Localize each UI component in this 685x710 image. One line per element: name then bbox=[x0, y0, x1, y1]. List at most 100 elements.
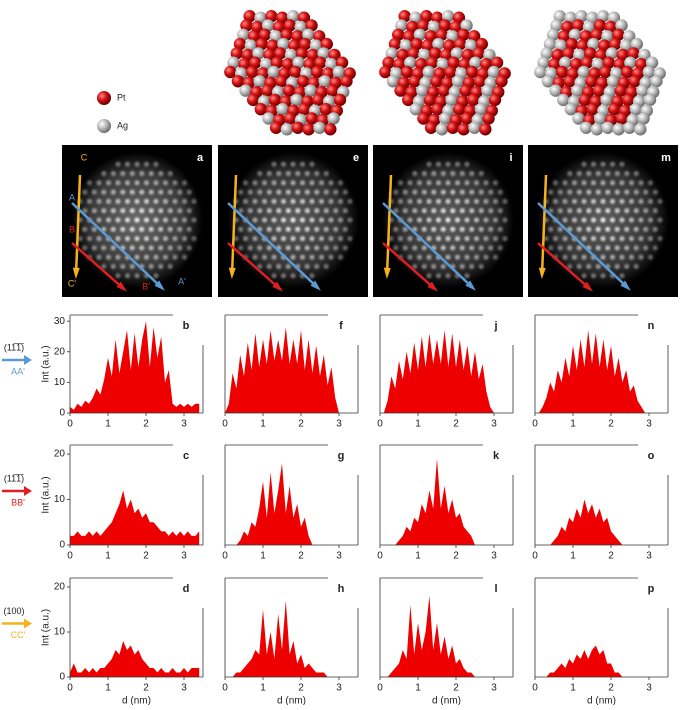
atom bbox=[424, 121, 438, 134]
panel-label: h bbox=[338, 583, 345, 595]
atom-column bbox=[128, 206, 137, 215]
atom-column bbox=[312, 262, 321, 271]
atom-column bbox=[608, 160, 617, 169]
atom bbox=[253, 75, 266, 88]
atom bbox=[306, 48, 319, 62]
atom bbox=[564, 11, 577, 24]
x-tick-label: 0 bbox=[532, 551, 538, 562]
atom-column bbox=[565, 243, 574, 252]
atom bbox=[601, 30, 614, 43]
arrow-label: A bbox=[69, 192, 75, 202]
atom bbox=[328, 48, 341, 62]
atom bbox=[635, 57, 648, 71]
x-tick-label: 3 bbox=[181, 551, 187, 562]
particle-model bbox=[534, 10, 666, 136]
x-tick-label: 1 bbox=[105, 551, 111, 562]
panel-label: c bbox=[183, 450, 189, 462]
atom-column bbox=[561, 197, 569, 206]
atom bbox=[295, 47, 309, 60]
atom bbox=[243, 10, 256, 23]
atom bbox=[596, 10, 610, 23]
atom-column bbox=[622, 225, 631, 234]
x-tick-label: 0 bbox=[377, 551, 383, 562]
atom-column bbox=[501, 216, 509, 224]
atom bbox=[298, 37, 312, 51]
atom-column bbox=[565, 206, 574, 215]
atom bbox=[487, 65, 501, 79]
atom-column bbox=[444, 160, 452, 169]
particle-model bbox=[379, 10, 511, 136]
atom bbox=[227, 56, 240, 69]
atom bbox=[469, 56, 482, 69]
atom bbox=[439, 48, 453, 62]
arrow-head bbox=[72, 267, 80, 279]
atom bbox=[239, 84, 252, 97]
atom bbox=[416, 19, 430, 32]
atom-column bbox=[556, 206, 565, 215]
atom-column bbox=[331, 188, 340, 197]
atom bbox=[268, 93, 282, 107]
atom bbox=[445, 93, 458, 107]
atom bbox=[457, 123, 470, 136]
x-tick-label: 0 bbox=[67, 683, 73, 694]
atom-column bbox=[190, 197, 198, 206]
y-axis-label: Int (a.u.) bbox=[41, 476, 52, 513]
atom-column bbox=[147, 188, 156, 197]
atom bbox=[261, 84, 274, 97]
atom-column bbox=[171, 178, 179, 187]
atom-column bbox=[472, 234, 481, 243]
atom bbox=[627, 47, 640, 60]
atom-column bbox=[180, 253, 189, 262]
atom-column bbox=[637, 178, 645, 187]
atom bbox=[444, 65, 457, 79]
atom-column bbox=[241, 178, 250, 187]
y-tick-label: 20 bbox=[54, 346, 66, 357]
atom-column bbox=[453, 234, 462, 243]
atom-column bbox=[166, 225, 175, 234]
atom bbox=[435, 123, 449, 136]
atom-column bbox=[580, 234, 588, 243]
atom-column bbox=[458, 169, 467, 178]
atom-column bbox=[632, 243, 641, 252]
atom-column bbox=[241, 234, 250, 243]
atom-column bbox=[317, 234, 326, 243]
atom-column bbox=[270, 197, 278, 206]
atom-column bbox=[327, 178, 335, 187]
profile-arrow bbox=[540, 174, 548, 276]
atom-column bbox=[425, 197, 433, 206]
atom-column bbox=[118, 225, 127, 234]
atom-column bbox=[594, 243, 603, 252]
atom bbox=[537, 56, 550, 69]
atom-column bbox=[613, 206, 622, 215]
atom bbox=[571, 84, 584, 97]
arrow-label: A' bbox=[178, 276, 186, 286]
atom-column bbox=[599, 216, 607, 224]
atom bbox=[394, 84, 407, 97]
atom-column bbox=[175, 243, 184, 252]
atom-column bbox=[575, 262, 584, 271]
atom bbox=[335, 56, 349, 69]
atom-column bbox=[608, 197, 617, 206]
path-label: BB' bbox=[11, 497, 25, 507]
atom-column bbox=[651, 243, 660, 252]
atom bbox=[288, 39, 301, 52]
atom-column bbox=[274, 169, 283, 178]
atom-column bbox=[396, 178, 405, 187]
atom-column bbox=[391, 188, 400, 197]
panel-label: b bbox=[183, 320, 190, 332]
atom-column bbox=[251, 253, 259, 262]
atom-column bbox=[444, 234, 452, 243]
atom-column bbox=[270, 160, 278, 169]
atom bbox=[467, 30, 481, 43]
atom-column bbox=[651, 188, 660, 197]
x-tick-label: 1 bbox=[260, 683, 266, 694]
atom-column bbox=[632, 262, 641, 271]
atom-column bbox=[622, 188, 631, 197]
x-tick-label: 1 bbox=[260, 419, 266, 430]
atom-column bbox=[603, 206, 612, 215]
atom-column bbox=[453, 160, 462, 169]
atom bbox=[386, 75, 400, 88]
x-tick-label: 0 bbox=[222, 683, 228, 694]
atom-column bbox=[270, 271, 278, 280]
atom-column bbox=[118, 206, 127, 215]
